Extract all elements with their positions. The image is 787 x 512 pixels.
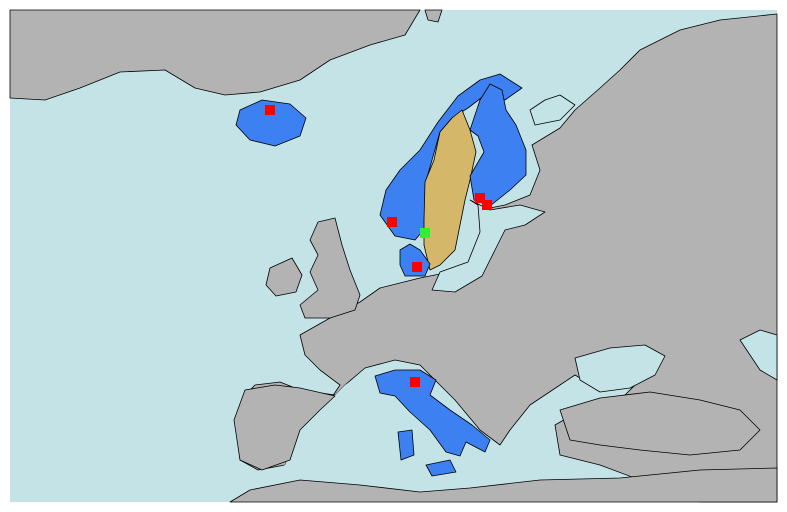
- great-britain: [299, 217, 361, 319]
- sweden[interactable]: [423, 109, 477, 271]
- sardinia[interactable]: [397, 429, 415, 461]
- italy[interactable]: [374, 369, 491, 457]
- ireland: [265, 257, 303, 297]
- sicily[interactable]: [425, 459, 457, 477]
- denmark[interactable]: [399, 243, 431, 277]
- white-sea: [529, 94, 576, 126]
- greenland: [9, 9, 421, 101]
- red-marker[interactable]: [475, 193, 485, 203]
- finland[interactable]: [469, 83, 527, 207]
- iberia: [233, 384, 336, 471]
- baltic-sea: [431, 199, 546, 293]
- green-marker[interactable]: [420, 228, 430, 238]
- red-marker[interactable]: [410, 377, 420, 387]
- red-marker[interactable]: [265, 105, 275, 115]
- svalbard: [424, 9, 443, 23]
- red-marker[interactable]: [387, 217, 397, 227]
- north-africa: [229, 467, 778, 503]
- red-marker[interactable]: [412, 262, 422, 272]
- markers: [265, 105, 492, 387]
- caspian-sea: [739, 329, 778, 381]
- black-sea: [574, 344, 666, 393]
- turkey: [559, 391, 761, 456]
- iceland[interactable]: [235, 99, 307, 147]
- red-marker[interactable]: [482, 200, 492, 210]
